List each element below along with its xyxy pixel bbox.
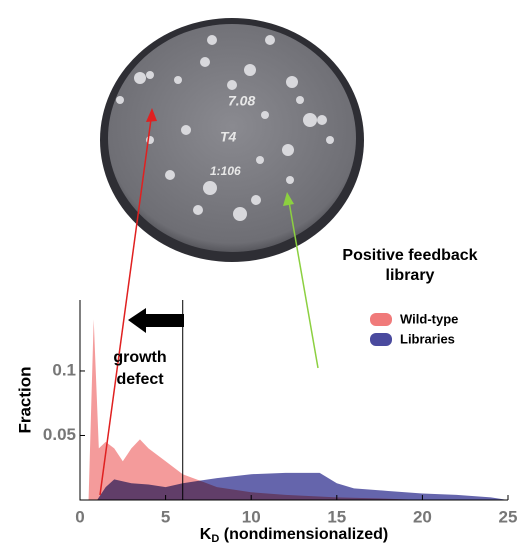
annotation: Positive feedback: [342, 247, 477, 264]
x-label-sub: D: [211, 533, 219, 545]
figure: 7.08 T4 1:106 Positive feedback library …: [0, 0, 527, 546]
colony: [282, 144, 294, 156]
colony: [174, 76, 182, 84]
legend: Wild-type Libraries: [370, 311, 458, 346]
legend-swatch: [370, 333, 392, 346]
legend-label: Wild-type: [400, 311, 458, 326]
plate-label: 7.08: [228, 93, 255, 109]
x-tick-label: 20: [413, 507, 432, 526]
area: [89, 319, 423, 500]
y-tick-label: 0.1: [52, 360, 76, 379]
colony: [303, 113, 317, 127]
colony: [296, 96, 304, 104]
colony: [200, 57, 210, 67]
x-tick-label: 5: [161, 507, 170, 526]
left-arrow: [128, 308, 184, 333]
colony: [146, 71, 154, 79]
colony: [207, 35, 217, 45]
colony: [116, 96, 124, 104]
x-tick-label: 15: [327, 507, 346, 526]
petri-dish-photo: 7.08 T4 1:106: [100, 18, 364, 262]
annotation: growth: [113, 349, 166, 366]
colony: [233, 207, 247, 221]
x-label-rest: (nondimensionalized): [219, 526, 388, 543]
colony: [203, 181, 217, 195]
colony: [244, 64, 256, 76]
annotation: library: [386, 267, 435, 284]
y-axis-label: Fraction: [15, 366, 34, 433]
x-tick-label: 10: [242, 507, 261, 526]
x-tick-label: 25: [499, 507, 518, 526]
colony: [181, 125, 191, 135]
colony: [317, 115, 327, 125]
y-tick-label: 0.05: [43, 425, 76, 444]
legend-swatch: [370, 313, 392, 326]
colony: [286, 76, 298, 88]
legend-label: Libraries: [400, 331, 455, 346]
colony: [134, 72, 146, 84]
plate-label: T4: [220, 129, 237, 145]
colony: [251, 195, 261, 205]
colony: [326, 136, 334, 144]
colony: [261, 111, 269, 119]
colony: [256, 156, 264, 164]
colony: [265, 35, 275, 45]
x-tick-label: 0: [75, 507, 84, 526]
annotation: defect: [116, 371, 164, 388]
colony: [286, 176, 294, 184]
colony: [227, 80, 237, 90]
colony: [193, 205, 203, 215]
colony: [165, 170, 175, 180]
x-label-main: K: [200, 526, 212, 543]
plate-label: 1:106: [210, 164, 241, 178]
x-axis-label: KD (nondimensionalized): [200, 526, 388, 545]
